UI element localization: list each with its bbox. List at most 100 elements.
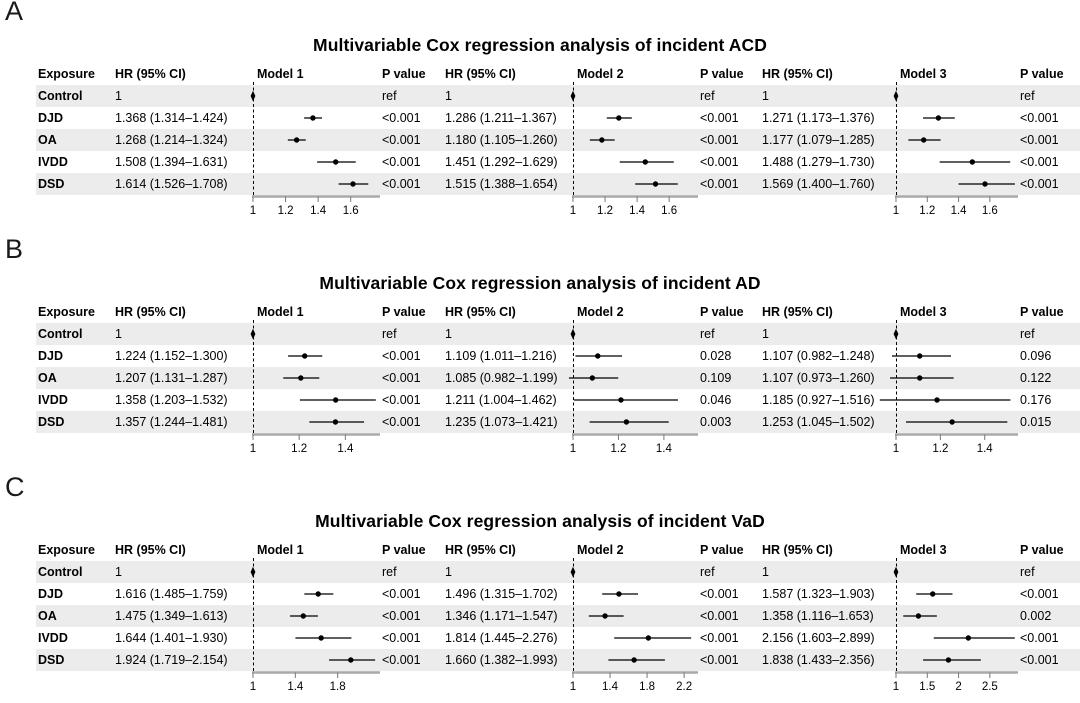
exposure-cell: Control bbox=[38, 89, 83, 103]
x-axis-svg: 1 1.4 1.8 bbox=[250, 671, 380, 693]
x-axis-svg: 1 1.5 2 2.5 bbox=[893, 671, 1018, 693]
forest-plot-svg bbox=[289, 613, 318, 619]
col-header-pvalue-1: P value bbox=[382, 66, 426, 81]
pvalue-cell: <0.001 bbox=[382, 371, 421, 385]
point-marker bbox=[915, 613, 922, 619]
pvalue-cell: ref bbox=[1020, 565, 1035, 579]
exposure-cell: DSD bbox=[38, 653, 65, 667]
axis-tick-label: 1.2 bbox=[610, 443, 626, 455]
forest-plot-cell bbox=[245, 649, 382, 671]
axis-tick-label: 1.4 bbox=[337, 443, 354, 455]
pvalue-cell: ref bbox=[700, 327, 715, 341]
pvalue-cell: <0.001 bbox=[1020, 653, 1059, 667]
col-header-hr-1: HR (95% CI) bbox=[115, 66, 186, 81]
pvalue-cell: ref bbox=[382, 89, 397, 103]
x-axis-svg: 1 1.2 1.4 bbox=[570, 433, 698, 455]
hr-ci-cell: 1 bbox=[762, 327, 769, 341]
table-row: OA 1.268 (1.214–1.324) <0.001 1.180 (1.105–… bbox=[36, 129, 1080, 151]
exposure-cell: OA bbox=[38, 133, 57, 147]
pvalue-cell: 0.015 bbox=[1020, 415, 1052, 429]
forest-plot-cell bbox=[888, 561, 1020, 583]
forest-plot-svg bbox=[958, 181, 1015, 187]
point-marker bbox=[298, 375, 304, 381]
pvalue-cell: <0.001 bbox=[382, 653, 421, 667]
axis-tick-label: 1.4 bbox=[629, 205, 646, 217]
forest-plot-cell bbox=[245, 583, 382, 605]
point-marker bbox=[332, 397, 339, 403]
pvalue-cell: 0.046 bbox=[700, 393, 732, 407]
forest-plot-cell bbox=[888, 649, 1020, 671]
axis-tick-label: 1.4 bbox=[656, 443, 673, 455]
axis-tick-label: 1.2 bbox=[597, 205, 613, 217]
hr-ci-cell: 1.814 (1.445–2.276) bbox=[445, 631, 558, 645]
forest-plot-cell bbox=[888, 627, 1020, 649]
forest-table-vad: Exposure HR (95% CI) Model 1 P value HR (95%… bbox=[0, 538, 1080, 698]
point-marker bbox=[333, 159, 339, 165]
forest-plot-svg bbox=[570, 90, 576, 102]
col-header-pvalue-3: P value bbox=[1020, 304, 1064, 319]
axis-tick-label: 1 bbox=[893, 681, 899, 693]
x-axis-svg: 1 1.2 1.4 1.6 bbox=[570, 195, 698, 217]
table-row: Control 1 ref 1 ref 1 ref bbox=[36, 85, 1080, 107]
point-marker bbox=[969, 159, 976, 165]
axis-tick-label: 1 bbox=[893, 205, 899, 217]
col-header-hr-2: HR (95% CI) bbox=[445, 66, 516, 81]
pvalue-cell: 0.096 bbox=[1020, 349, 1052, 363]
point-marker bbox=[310, 115, 316, 121]
hr-ci-cell: 1.587 (1.323–1.903) bbox=[762, 587, 875, 601]
point-marker bbox=[616, 591, 622, 597]
forest-plot-cell bbox=[245, 85, 382, 107]
hr-ci-cell: 2.156 (1.603–2.899) bbox=[762, 631, 875, 645]
col-header-hr-3: HR (95% CI) bbox=[762, 304, 833, 319]
x-axis-svg: 1 1.2 1.4 1.6 bbox=[250, 195, 380, 217]
forest-plot-svg bbox=[568, 375, 619, 381]
pvalue-cell: <0.001 bbox=[1020, 155, 1059, 169]
hr-ci-cell: 1.253 (1.045–1.502) bbox=[762, 415, 875, 429]
table-row: OA 1.207 (1.131–1.287) <0.001 1.085 (0.982–… bbox=[36, 367, 1080, 389]
col-header-model-2: Model 2 bbox=[577, 66, 624, 81]
pvalue-cell: ref bbox=[382, 565, 397, 579]
x-axis: 1 1.5 2 2.5 bbox=[888, 671, 1020, 698]
col-header-hr-1: HR (95% CI) bbox=[115, 304, 186, 319]
point-marker bbox=[315, 591, 321, 597]
panel-acd: A Multivariable Cox regression analysis … bbox=[0, 0, 1080, 222]
table-header-row: Exposure HR (95% CI) Model 1 P value HR (95%… bbox=[36, 62, 1080, 85]
forest-table-acd: Exposure HR (95% CI) Model 1 P value HR (95%… bbox=[0, 62, 1080, 222]
forest-plot-svg bbox=[338, 181, 369, 187]
pvalue-cell: 0.109 bbox=[700, 371, 732, 385]
axis-row: 1 1.2 1.4 1 1.2 1.4 1 1.2 1.4 bbox=[36, 433, 1080, 460]
col-header-model-1: Model 1 bbox=[257, 304, 304, 319]
forest-plot-svg bbox=[903, 613, 937, 619]
exposure-cell: OA bbox=[38, 371, 57, 385]
col-header-hr-3: HR (95% CI) bbox=[762, 542, 833, 557]
reference-line bbox=[253, 558, 254, 673]
forest-plot-svg bbox=[573, 397, 678, 403]
forest-plot-svg bbox=[309, 419, 365, 425]
reference-line bbox=[573, 558, 574, 673]
panel-label-b: B bbox=[5, 234, 24, 264]
forest-plot-svg bbox=[575, 353, 623, 359]
pvalue-cell: ref bbox=[1020, 89, 1035, 103]
point-marker bbox=[920, 137, 927, 143]
table-row: DSD 1.924 (1.719–2.154) <0.001 1.660 (1.382… bbox=[36, 649, 1080, 671]
forest-plot-svg bbox=[250, 328, 256, 340]
pvalue-cell: <0.001 bbox=[700, 653, 739, 667]
point-marker bbox=[589, 375, 596, 381]
point-marker bbox=[652, 181, 659, 187]
axis-tick-label: 1.4 bbox=[287, 681, 304, 693]
point-marker bbox=[293, 137, 300, 143]
forest-plot-svg bbox=[635, 181, 678, 187]
forest-plot-cell bbox=[888, 367, 1020, 389]
exposure-cell: DJD bbox=[38, 111, 64, 125]
forest-plot-cell bbox=[245, 411, 382, 433]
forest-plot-svg bbox=[923, 657, 981, 663]
pvalue-cell: <0.001 bbox=[700, 177, 739, 191]
pvalue-cell: 0.176 bbox=[1020, 393, 1052, 407]
point-marker bbox=[935, 115, 942, 121]
forest-plot-cell bbox=[565, 151, 700, 173]
forest-plot-cell bbox=[565, 323, 700, 345]
forest-plot-svg bbox=[939, 159, 1011, 165]
forest-plot-svg bbox=[589, 137, 615, 143]
hr-ci-cell: 1.569 (1.400–1.760) bbox=[762, 177, 875, 191]
